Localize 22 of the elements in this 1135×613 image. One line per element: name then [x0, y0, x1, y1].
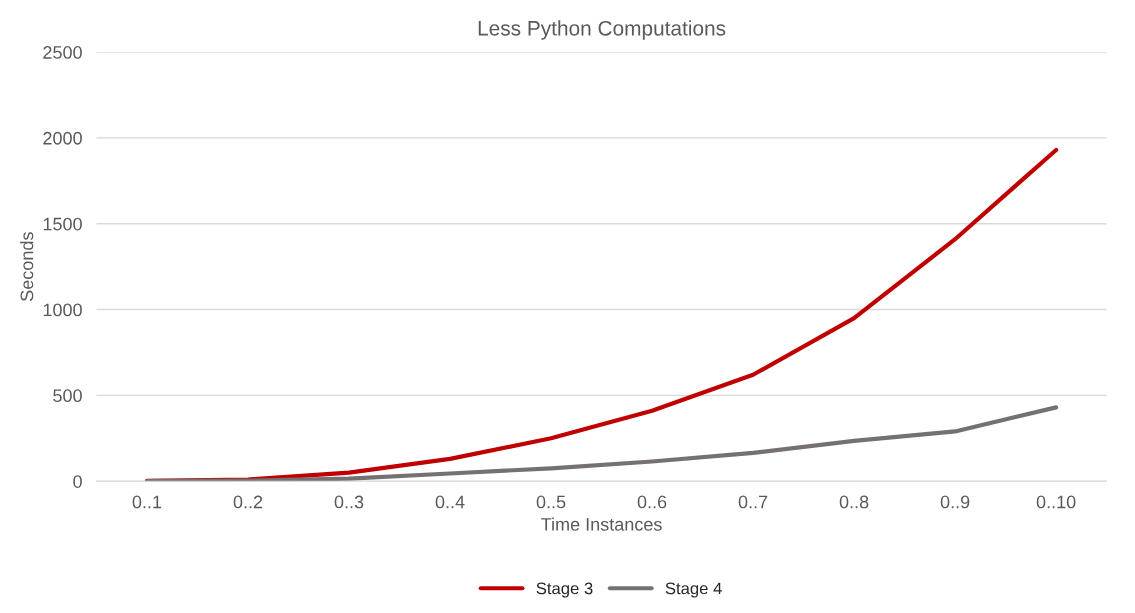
x-tick-label: 0..10 [1036, 495, 1076, 509]
x-tick-label: 0..4 [435, 495, 465, 509]
x-tick-label: 0..1 [132, 495, 162, 509]
x-tick-label: 0..6 [637, 495, 667, 509]
y-tick-label: 0 [73, 475, 82, 488]
line-series [144, 405, 1059, 482]
x-axis-title: Time Instances [541, 517, 662, 531]
legend-label: Stage 4 [665, 582, 722, 598]
chart-title: Less Python Computations [478, 20, 726, 40]
x-tick-label: 0..2 [233, 495, 263, 509]
y-tick-label: 2500 [43, 46, 82, 59]
x-tick-label: 0..9 [940, 495, 970, 509]
y-tick-label: 1500 [43, 217, 82, 231]
y-tick-label: 500 [53, 389, 82, 403]
y-tick-label: 2000 [43, 131, 82, 145]
x-tick-label: 0..3 [334, 495, 364, 509]
y-tick-label: 1000 [43, 303, 82, 317]
legend-label: Stage 3 [536, 582, 593, 598]
x-tick-label: 0..5 [536, 495, 566, 509]
x-tick-label: 0..8 [839, 495, 869, 509]
x-tick-label: 0..7 [738, 495, 768, 509]
y-axis-title: Seconds [20, 232, 34, 301]
